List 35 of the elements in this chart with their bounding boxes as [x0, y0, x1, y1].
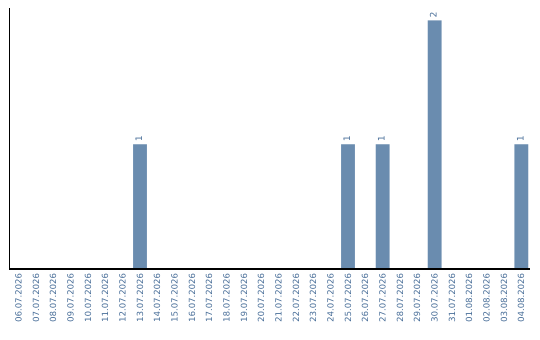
- x-tick-label: 29.07.2026: [413, 273, 424, 322]
- data-label: 1: [135, 135, 145, 142]
- x-tick-label: 20.07.2026: [257, 273, 268, 322]
- x-tick-label: 10.07.2026: [84, 273, 94, 322]
- x-tick-label: 08.07.2026: [49, 273, 60, 322]
- x-tick-label: 04.08.2026: [517, 273, 528, 322]
- x-tick-label: 23.07.2026: [309, 273, 320, 322]
- x-tick-label: 03.08.2026: [500, 273, 510, 322]
- x-tick-label: 02.08.2026: [482, 273, 492, 322]
- data-label: 1: [378, 135, 388, 142]
- x-tick-label: 01.08.2026: [465, 273, 476, 322]
- x-tick-label: 24.07.2026: [326, 273, 336, 322]
- x-tick-label: 16.07.2026: [188, 273, 198, 322]
- x-tick-label: 17.07.2026: [205, 273, 216, 322]
- x-tick-label: 19.07.2026: [240, 273, 250, 322]
- x-tick-label: 13.07.2026: [136, 273, 146, 322]
- x-tick-label: 25.07.2026: [344, 273, 354, 322]
- x-tick-label: 11.07.2026: [101, 273, 112, 322]
- x-tick-label: 31.07.2026: [448, 273, 458, 322]
- x-tick-label: 21.07.2026: [274, 273, 284, 322]
- x-tick-label: 15.07.2026: [170, 273, 180, 322]
- x-tick-label: 14.07.2026: [153, 273, 164, 322]
- x-tick-label: 28.07.2026: [396, 273, 406, 322]
- x-tick-label: 26.07.2026: [361, 273, 372, 322]
- data-label: 2: [430, 12, 440, 18]
- x-tick-label: 09.07.2026: [66, 273, 76, 322]
- x-tick-label: 22.07.2026: [292, 273, 302, 322]
- data-label: 1: [343, 135, 353, 142]
- data-label: 1: [516, 135, 526, 142]
- x-tick-label: 06.07.2026: [14, 273, 24, 322]
- x-tick-label: 07.07.2026: [32, 273, 42, 322]
- x-tick-label: 18.07.2026: [222, 273, 232, 322]
- x-tick-label: 30.07.2026: [430, 273, 440, 322]
- x-tick-label: 12.07.2026: [118, 273, 128, 322]
- x-tick-label: 27.07.2026: [378, 273, 388, 322]
